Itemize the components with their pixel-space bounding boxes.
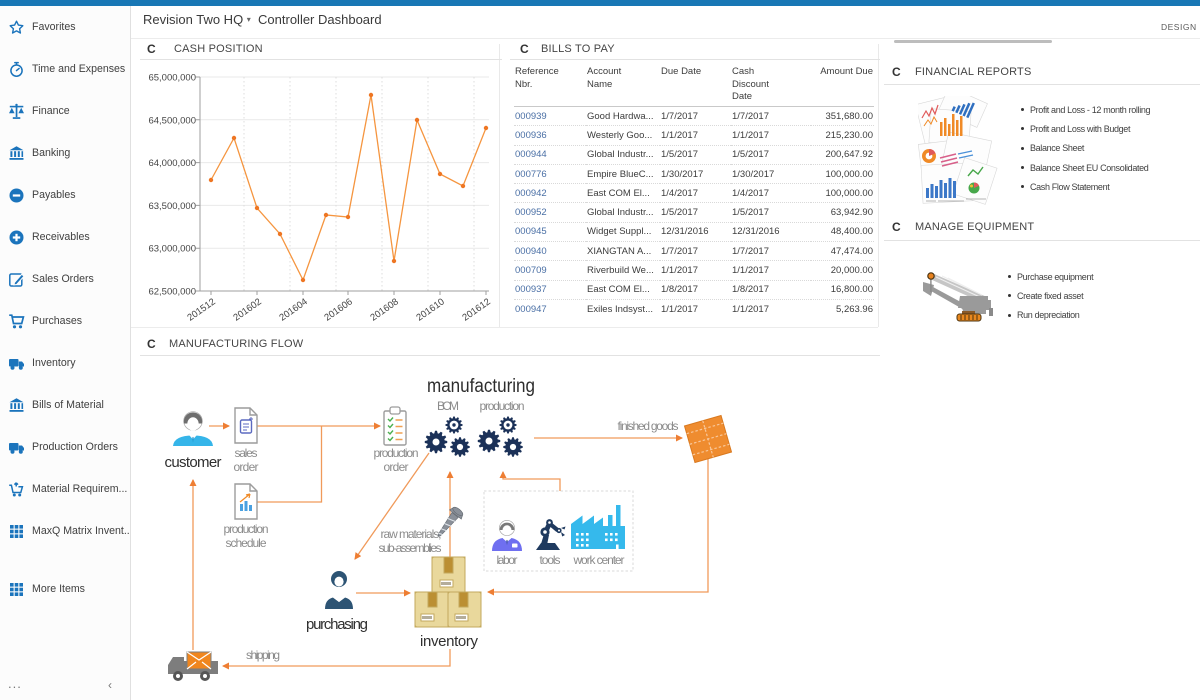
svg-text:work center: work center: [573, 553, 625, 567]
svg-text:labor: labor: [497, 553, 518, 567]
svg-text:inventory: inventory: [420, 633, 479, 650]
svg-text:201610: 201610: [414, 296, 446, 323]
svg-text:64,000,000: 64,000,000: [148, 158, 196, 169]
svg-text:schedule: schedule: [226, 536, 267, 550]
svg-text:order: order: [234, 460, 259, 474]
svg-text:201612: 201612: [460, 296, 492, 323]
svg-text:62,500,000: 62,500,000: [148, 287, 196, 298]
svg-text:production: production: [224, 522, 269, 536]
svg-text:production: production: [374, 446, 419, 460]
svg-text:63,500,000: 63,500,000: [148, 201, 196, 212]
svg-text:63,000,000: 63,000,000: [148, 244, 196, 255]
svg-text:sub-assemblies: sub-assemblies: [379, 541, 442, 555]
svg-text:production: production: [480, 399, 525, 413]
svg-text:sales: sales: [235, 446, 258, 460]
svg-text:201608: 201608: [368, 296, 400, 323]
svg-text:shipping: shipping: [246, 648, 280, 662]
svg-text:201512: 201512: [185, 296, 217, 323]
svg-text:BOM: BOM: [437, 399, 459, 413]
svg-text:customer: customer: [165, 454, 222, 471]
svg-text:201604: 201604: [277, 296, 309, 323]
svg-text:finished goods: finished goods: [618, 419, 679, 433]
svg-text:order: order: [384, 460, 409, 474]
svg-text:raw materials,: raw materials,: [381, 527, 442, 541]
svg-text:64,500,000: 64,500,000: [148, 115, 196, 126]
svg-text:65,000,000: 65,000,000: [148, 73, 196, 84]
svg-text:tools: tools: [540, 553, 561, 567]
svg-text:purchasing: purchasing: [306, 616, 368, 633]
svg-text:201606: 201606: [322, 296, 354, 323]
svg-text:201602: 201602: [231, 296, 263, 323]
svg-text:manufacturing: manufacturing: [427, 376, 535, 397]
